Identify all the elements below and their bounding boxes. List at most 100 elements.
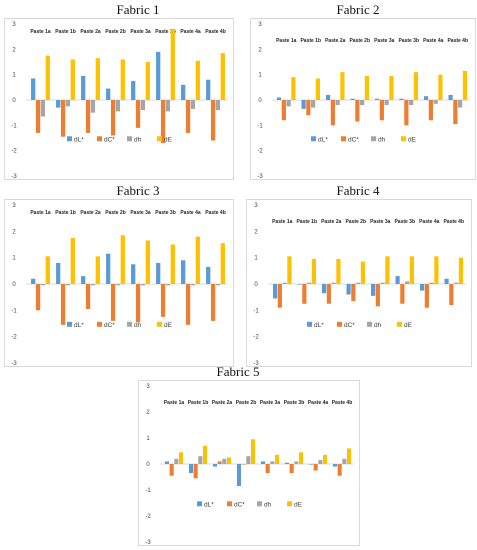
bar-dh [311,100,316,108]
bar-dl [181,260,186,284]
bar-de [145,62,150,100]
y-tick-label: -1 [253,308,259,314]
y-tick-label: -3 [257,174,263,180]
bar-dc [185,284,191,325]
y-tick-label: -3 [11,361,17,367]
bar-dc [35,284,41,311]
bar-dc [85,284,91,310]
bar-dh [215,100,221,111]
bar-dc [326,284,331,304]
y-tick-label: -3 [253,361,259,367]
y-tick-label: 2 [254,229,258,235]
chart-frame [4,18,234,180]
bar-dh [190,100,196,109]
y-tick-label: 0 [12,98,16,104]
category-label: Paste 1b [296,219,317,225]
bar-dl [350,98,355,100]
legend-label-de: dE [294,501,303,508]
category-label: Paste 4b [443,219,464,225]
bar-dc [85,100,91,133]
bar-dh [215,284,221,286]
legend-label-de: dE [404,322,413,329]
legend-swatch-de [157,321,162,327]
bar-de [170,29,175,100]
bar-dc [160,100,166,144]
bar-de [364,75,370,100]
bar-dl [301,100,306,109]
legend-label-dh: dh [134,136,142,143]
bar-de [346,448,352,464]
bar-dl [419,284,425,291]
bar-dh [222,458,227,464]
bar-dc [302,284,307,304]
legend-swatch-dl [67,136,72,142]
y-tick-label: 3 [12,22,16,28]
legend-swatch-dl [197,501,202,507]
bar-dl [236,464,242,487]
category-label: Paste 1b [55,210,76,216]
category-label: Paste 1b [300,38,321,44]
bar-dl [448,94,453,100]
bar-dc [424,284,429,308]
bar-dh [409,100,414,106]
legend-label-dl: dL* [74,322,84,329]
bar-dl [164,461,170,464]
bar-dl [56,100,61,108]
chart-title-fabric-5: Fabric 5 [216,364,260,379]
bar-dl [181,84,186,100]
bar-dh [454,282,459,284]
bar-dc [404,100,409,126]
bar-de [315,78,321,100]
bar-dh [433,100,438,104]
bar-dh [65,284,71,286]
bar-dl [374,98,380,100]
chart-title-fabric-1: Fabric 1 [116,2,160,17]
bar-dh [165,284,171,286]
legend-label-de: dE [164,136,173,143]
category-label: Paste 2a [325,38,346,44]
category-label: Paste 2b [105,29,126,35]
y-tick-label: 1 [12,256,16,262]
legend-swatch-dh [127,136,132,142]
bar-de [70,237,75,284]
legend-swatch-dc [97,136,102,142]
bar-dc [110,100,116,136]
category-label: Paste 4b [205,29,226,35]
bar-de [195,60,200,100]
y-tick-label: 0 [12,282,16,288]
bar-dh [360,100,365,106]
bar-dl [260,461,266,464]
bar-dh [90,100,96,113]
legend-swatch-de [397,321,402,327]
bar-dl [206,79,211,100]
y-tick-label: 1 [258,73,262,79]
bar-dc [241,464,246,465]
legend-swatch-dc [227,501,232,507]
bar-de [360,261,366,284]
bar-dc [400,284,405,304]
bar-dh [331,282,336,284]
bar-de [322,454,328,464]
category-label: Paste 2b [345,219,366,225]
chart-title-fabric-2: Fabric 2 [336,2,380,17]
bar-dl [276,97,282,100]
bar-dc [210,100,216,141]
bar-dc [313,464,318,471]
bar-de [458,257,464,284]
category-label: Paste 3b [155,29,176,35]
y-tick-label: 0 [258,98,262,104]
bar-dh [405,281,410,284]
category-label: Paste 4b [205,210,226,216]
bar-dc [160,284,166,317]
y-tick-label: -2 [11,149,17,155]
bar-de [195,236,200,284]
category-label: Paste 3b [394,219,415,225]
chart-frame [250,18,476,180]
category-label: Paste 1a [276,38,297,44]
bar-dl [81,276,86,284]
bar-de [220,53,225,100]
category-label: Paste 3a [260,400,281,406]
bar-dl [444,278,449,284]
bar-dh [342,458,347,464]
